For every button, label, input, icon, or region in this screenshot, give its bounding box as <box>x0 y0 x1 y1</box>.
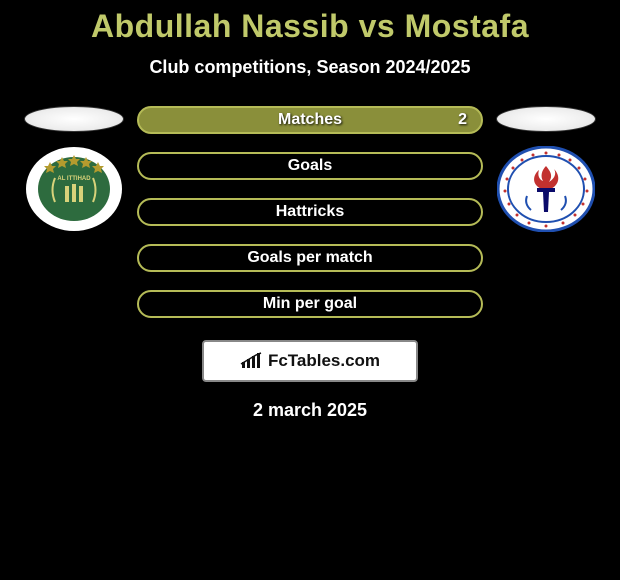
stat-row-goals-per-match: Goals per match <box>137 244 483 272</box>
right-player-photo <box>496 106 596 132</box>
page-title: Abdullah Nassib vs Mostafa <box>0 0 620 45</box>
left-player-col: AL ITTIHAD <box>19 106 129 232</box>
brand-text: FcTables.com <box>268 351 380 371</box>
brand-watermark: FcTables.com <box>202 340 418 382</box>
stat-value-right: 2 <box>458 111 467 129</box>
stat-row-matches: Matches 2 <box>137 106 483 134</box>
comparison-card: Abdullah Nassib vs Mostafa Club competit… <box>0 0 620 580</box>
svg-text:AL ITTIHAD: AL ITTIHAD <box>57 176 91 182</box>
left-club-logo: AL ITTIHAD <box>25 146 123 232</box>
stat-label: Goals <box>288 157 332 175</box>
brand-chart-icon <box>240 352 262 370</box>
page-subtitle: Club competitions, Season 2024/2025 <box>0 57 620 78</box>
stat-row-hattricks: Hattricks <box>137 198 483 226</box>
stat-row-goals: Goals <box>137 152 483 180</box>
left-player-photo <box>24 106 124 132</box>
right-player-col <box>491 106 601 232</box>
content-row: AL ITTIHAD Matches 2 Goals Hattricks Goa… <box>0 106 620 318</box>
stat-label: Matches <box>278 111 342 129</box>
stat-label: Goals per match <box>247 249 372 267</box>
stat-label: Min per goal <box>263 295 357 313</box>
as-of-date: 2 march 2025 <box>0 400 620 421</box>
stat-row-min-per-goal: Min per goal <box>137 290 483 318</box>
stat-label: Hattricks <box>276 203 344 221</box>
stats-column: Matches 2 Goals Hattricks Goals per matc… <box>137 106 483 318</box>
right-club-logo <box>497 146 595 232</box>
